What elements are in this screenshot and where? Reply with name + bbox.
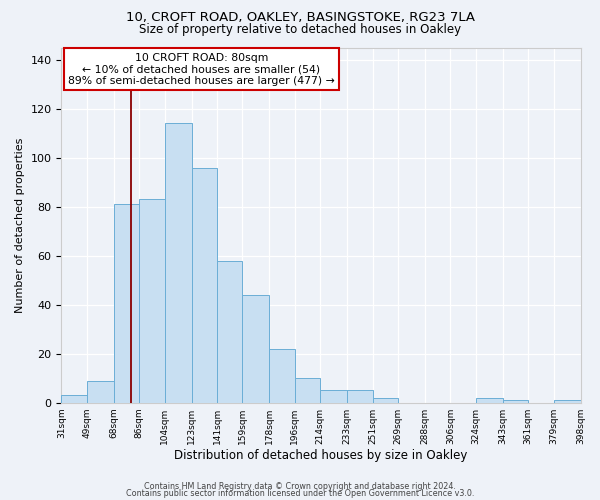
Bar bbox=[554, 400, 581, 402]
Bar bbox=[269, 349, 295, 403]
Bar bbox=[320, 390, 347, 402]
Text: Contains public sector information licensed under the Open Government Licence v3: Contains public sector information licen… bbox=[126, 490, 474, 498]
Bar bbox=[476, 398, 503, 402]
Text: Size of property relative to detached houses in Oakley: Size of property relative to detached ho… bbox=[139, 24, 461, 36]
Bar bbox=[139, 200, 164, 402]
Bar bbox=[295, 378, 320, 402]
Bar bbox=[373, 398, 398, 402]
Text: 10, CROFT ROAD, OAKLEY, BASINGSTOKE, RG23 7LA: 10, CROFT ROAD, OAKLEY, BASINGSTOKE, RG2… bbox=[125, 11, 475, 24]
X-axis label: Distribution of detached houses by size in Oakley: Distribution of detached houses by size … bbox=[174, 450, 467, 462]
Bar bbox=[503, 400, 528, 402]
Bar bbox=[191, 168, 217, 402]
Bar bbox=[164, 124, 191, 402]
Text: Contains HM Land Registry data © Crown copyright and database right 2024.: Contains HM Land Registry data © Crown c… bbox=[144, 482, 456, 491]
Bar bbox=[217, 260, 242, 402]
Bar bbox=[242, 295, 269, 403]
Bar bbox=[114, 204, 139, 402]
Bar bbox=[87, 380, 114, 402]
Text: 10 CROFT ROAD: 80sqm
← 10% of detached houses are smaller (54)
89% of semi-detac: 10 CROFT ROAD: 80sqm ← 10% of detached h… bbox=[68, 53, 335, 86]
Bar bbox=[61, 396, 87, 402]
Y-axis label: Number of detached properties: Number of detached properties bbox=[15, 138, 25, 313]
Bar bbox=[347, 390, 373, 402]
